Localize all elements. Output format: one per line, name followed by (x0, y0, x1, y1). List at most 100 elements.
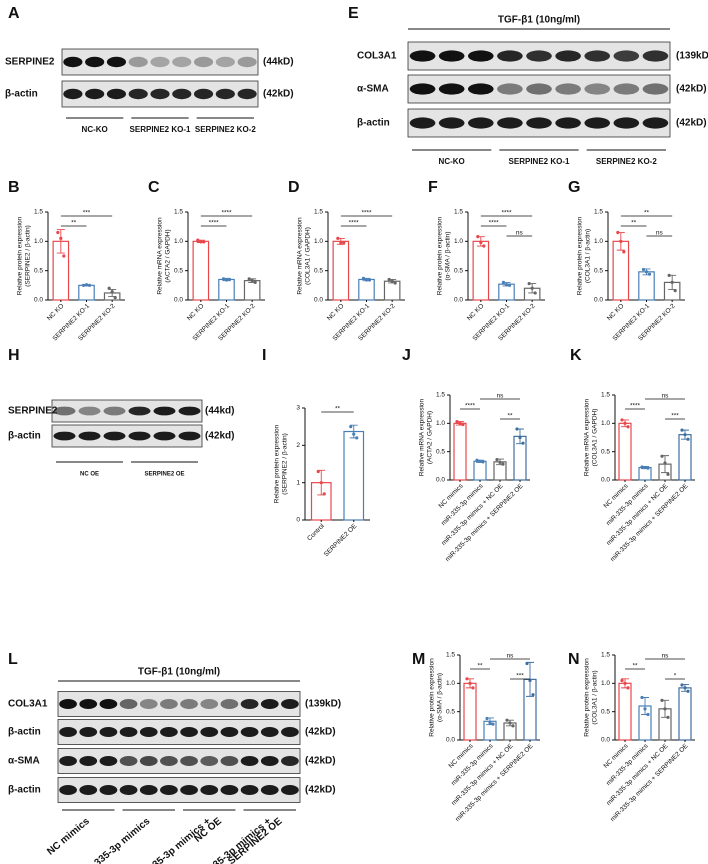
group-label: SERPINE2 KO-1 (130, 125, 191, 134)
row-size: (42kd) (205, 431, 234, 442)
data-point (673, 289, 677, 293)
data-point (680, 428, 684, 432)
data-point (202, 240, 206, 244)
y-tick-label: 0.5 (601, 448, 610, 455)
significance-label: **** (489, 220, 500, 227)
blot-strip (57, 719, 301, 745)
data-point (531, 693, 535, 697)
data-point (501, 280, 506, 284)
band (153, 431, 176, 441)
y-tick-label: 1.0 (436, 420, 445, 427)
band (78, 406, 101, 416)
y-tick-label: 0.5 (436, 448, 445, 455)
band (119, 785, 138, 795)
panel-letter: J (402, 347, 411, 364)
group-label: SERPINE2 KO-2 (195, 125, 256, 134)
data-point (491, 722, 495, 726)
panel-letter: F (428, 179, 438, 196)
row-size: (42kD) (676, 118, 707, 129)
data-point (626, 686, 630, 690)
bar (453, 422, 467, 481)
x-tick-label: NC KO (186, 303, 206, 323)
y-axis-label: (ACTA2 / GAPDH) (165, 229, 172, 282)
data-point (670, 280, 674, 284)
band (59, 756, 77, 766)
y-axis-label: Relative mRNA expression (584, 398, 591, 476)
band (260, 756, 279, 766)
band (497, 117, 523, 129)
y-tick-label: 1.0 (601, 420, 610, 427)
y-axis-label: (α-SMA / β-actin) (437, 673, 444, 722)
y-tick-label: 0.0 (594, 297, 603, 304)
band (128, 88, 148, 100)
band (99, 756, 118, 766)
data-point (666, 715, 670, 719)
bar (638, 271, 655, 301)
data-point (622, 250, 626, 254)
y-tick-label: 0.0 (34, 297, 43, 304)
band (555, 117, 581, 129)
band (215, 56, 235, 68)
y-axis-label: Relative mRNA expression (157, 217, 164, 295)
y-tick-label: 0.5 (174, 267, 183, 274)
data-point (666, 472, 670, 476)
data-point (247, 277, 251, 281)
band (220, 756, 239, 766)
data-point (475, 458, 479, 462)
error-bar (56, 229, 65, 254)
group-label: NC-KO (439, 157, 465, 166)
data-point (518, 435, 522, 440)
band (119, 727, 138, 737)
x-tick-label: NC KO (466, 303, 486, 323)
band (642, 117, 669, 129)
band (240, 785, 259, 795)
row-size: (44kd) (205, 406, 234, 417)
data-point (521, 441, 525, 445)
treatment-header: TGF-β1 (10ng/ml) (138, 667, 220, 678)
y-tick-label: 1.5 (436, 392, 445, 399)
data-point (339, 241, 343, 245)
y-tick-label: 1.0 (314, 238, 323, 245)
band (103, 431, 126, 441)
data-point (620, 418, 624, 422)
band (180, 699, 198, 709)
data-point (498, 460, 502, 465)
band (53, 431, 76, 441)
data-point (361, 276, 366, 280)
panel-letter: G (568, 179, 580, 196)
band (178, 431, 201, 441)
data-point (221, 277, 226, 281)
data-point (84, 283, 89, 287)
y-tick-label: 0.5 (594, 267, 603, 274)
band (99, 785, 118, 795)
group-label: NC-KO (82, 125, 108, 134)
y-tick-label: 0.0 (454, 297, 463, 304)
data-point (667, 273, 671, 277)
band (200, 727, 219, 737)
panel-letter: A (8, 5, 20, 22)
data-point (349, 425, 353, 429)
data-point (367, 278, 372, 282)
y-tick-label: 0.0 (314, 297, 323, 304)
data-point (81, 283, 86, 287)
band (200, 785, 219, 795)
band (79, 756, 98, 766)
band (53, 406, 76, 416)
row-size: (44kD) (263, 57, 294, 68)
y-tick-label: 1.5 (454, 209, 463, 216)
band (240, 727, 259, 737)
band (281, 699, 299, 709)
panel-letter: B (8, 179, 20, 196)
band (59, 785, 77, 795)
panel-letter: N (568, 651, 580, 668)
band (200, 756, 219, 766)
band (526, 117, 552, 129)
data-point (528, 678, 532, 683)
y-axis-label: Relative protein expression (17, 216, 24, 295)
data-point (623, 421, 627, 425)
y-tick-label: 1.5 (314, 209, 323, 216)
panel-letter: K (570, 347, 582, 364)
band (160, 727, 178, 737)
data-point (56, 230, 60, 235)
y-tick-label: 1.0 (174, 238, 183, 245)
